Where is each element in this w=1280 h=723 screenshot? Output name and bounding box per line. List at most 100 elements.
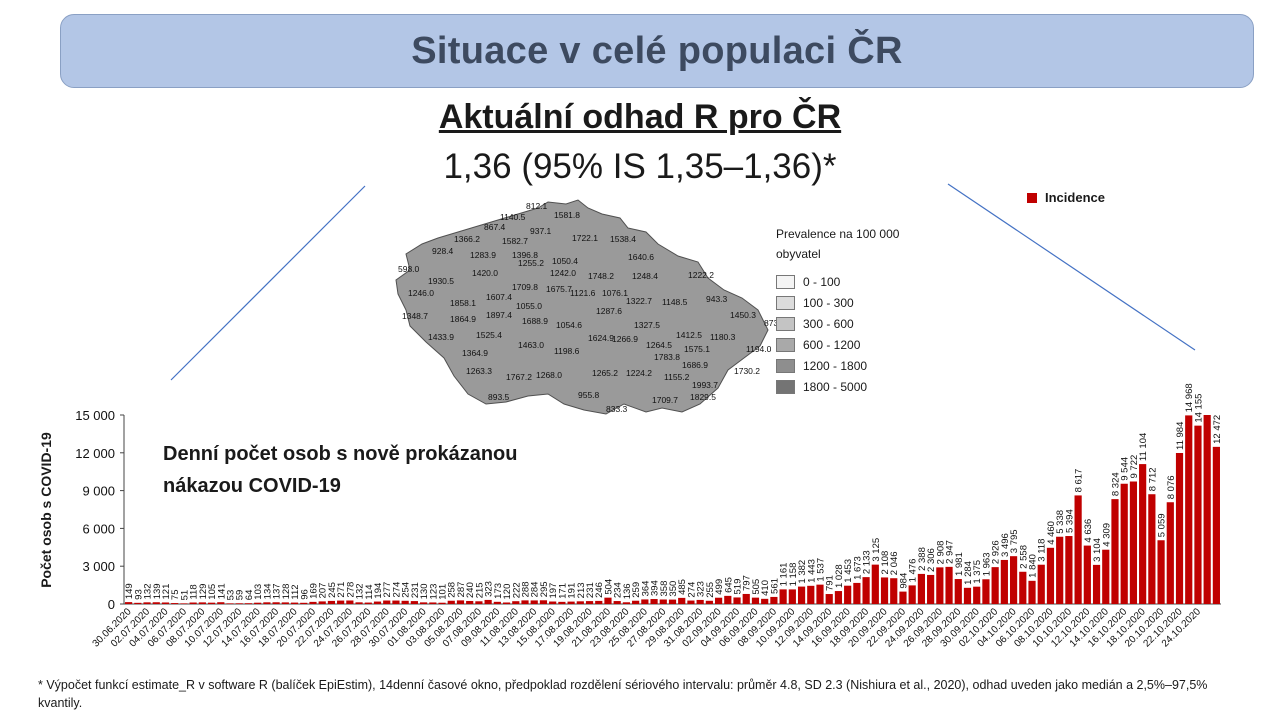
- bar-value-label: 12 472: [1212, 415, 1223, 444]
- bar: [272, 602, 280, 604]
- bar: [161, 602, 170, 604]
- map-legend-item: 600 - 1200: [776, 334, 936, 355]
- bar-value-label: 11 984: [1175, 422, 1186, 450]
- bar-value-label: 485: [677, 579, 688, 595]
- bar-value-label: 519: [733, 579, 744, 595]
- bar-value-label: 207: [318, 583, 329, 599]
- bar: [834, 591, 843, 604]
- district-value-label: 1364.9: [462, 348, 488, 358]
- bar: [1111, 499, 1119, 604]
- bar: [318, 601, 326, 604]
- bar: [899, 591, 907, 604]
- district-value-label: 1155.2: [664, 372, 690, 382]
- bar-value-label: 8 617: [1074, 469, 1085, 493]
- bar: [890, 578, 898, 604]
- bar-value-label: 64: [244, 590, 255, 601]
- district-value-label: 1538.4: [610, 234, 636, 244]
- bar: [475, 601, 483, 604]
- district-value-label: 1265.2: [592, 368, 618, 378]
- bar-value-label: 3 496: [1000, 533, 1011, 557]
- bar-value-label: 197: [548, 583, 559, 599]
- bar-value-label: 9 544: [1120, 457, 1131, 481]
- bar-value-label: 8 712: [1147, 467, 1158, 491]
- district-value-label: 1897.4: [486, 310, 512, 320]
- bar: [641, 599, 649, 604]
- bar-value-label: 295: [539, 581, 550, 597]
- bar-value-label: 410: [760, 580, 771, 596]
- bar: [982, 579, 990, 604]
- bar-value-label: 137: [272, 583, 283, 599]
- bar-value-label: 5 394: [1064, 509, 1075, 533]
- bar: [1065, 536, 1073, 604]
- bar-value-label: 14 155: [1193, 394, 1204, 423]
- bar-value-label: 2 558: [1018, 545, 1029, 569]
- bar: [825, 594, 833, 604]
- bar: [1019, 571, 1027, 604]
- bar-value-label: 645: [723, 577, 734, 593]
- bar-value-label: 171: [557, 583, 568, 599]
- bar: [1166, 502, 1174, 604]
- bar-value-label: 323: [484, 581, 495, 597]
- bar: [521, 600, 529, 604]
- map-legend-label: 1200 - 1800: [803, 358, 868, 373]
- district-value-label: 1783.8: [654, 352, 680, 362]
- bar-value-label: 504: [603, 579, 614, 595]
- bar: [613, 601, 621, 604]
- district-value-label: 1858.1: [450, 298, 476, 308]
- bar-value-label: 112: [290, 584, 301, 599]
- bar-value-label: 255: [705, 582, 716, 598]
- bar: [355, 602, 363, 604]
- bar-value-label: 259: [631, 582, 642, 598]
- district-value-label: 1686.9: [682, 360, 708, 370]
- bar: [235, 603, 243, 604]
- bar-value-label: 254: [401, 582, 412, 598]
- bar: [558, 601, 566, 604]
- district-value-label: 1640.6: [628, 252, 654, 262]
- bar-value-label: 134: [262, 583, 273, 599]
- bar-value-label: 132: [355, 583, 366, 599]
- bar: [180, 603, 188, 604]
- bar-value-label: 350: [668, 581, 679, 597]
- y-tick-label: 12 000: [75, 446, 115, 461]
- bar: [991, 567, 999, 604]
- bar-value-label: 1 158: [788, 563, 799, 587]
- bar: [816, 584, 824, 604]
- bar: [373, 601, 382, 604]
- bar-value-label: 118: [189, 584, 200, 599]
- district-value-label: 833.3: [606, 404, 628, 414]
- district-value-label: 1268.0: [536, 370, 562, 380]
- district-value-label: 1748.2: [588, 271, 614, 281]
- bar: [705, 600, 713, 604]
- district-value-label: 1266.9: [612, 334, 638, 344]
- title-banner: Situace v celé populaci ČR: [60, 14, 1254, 88]
- bar-value-label: 246: [594, 582, 605, 598]
- bar: [125, 602, 133, 604]
- district-value-label: 1624.9: [588, 333, 614, 343]
- bar: [466, 600, 474, 604]
- bar: [429, 602, 437, 604]
- bar-value-label: 11 104: [1138, 433, 1149, 461]
- district-value-label: 1054.6: [556, 320, 582, 330]
- bar: [309, 601, 317, 604]
- bar-value-label: 130: [419, 584, 430, 600]
- bar: [493, 601, 501, 604]
- bar-value-label: 364: [640, 581, 651, 597]
- bar: [226, 603, 234, 604]
- bar: [217, 602, 225, 604]
- bar: [936, 567, 944, 604]
- bar: [622, 602, 631, 604]
- district-value-label: 1864.9: [450, 314, 476, 324]
- district-value-label: 1248.4: [632, 271, 658, 281]
- map-shape: [395, 199, 769, 415]
- r-estimate-value: 1,36 (95% IS 1,35–1,36)*: [443, 147, 837, 186]
- bar: [410, 601, 418, 604]
- bar: [797, 586, 806, 604]
- bar: [788, 589, 796, 604]
- bar: [595, 600, 603, 604]
- slide-title: Situace v celé populaci ČR: [411, 29, 903, 72]
- bar: [963, 587, 972, 604]
- district-value-label: 1525.4: [476, 330, 502, 340]
- bar: [1028, 580, 1036, 604]
- bar: [1000, 559, 1008, 604]
- bar: [1009, 556, 1018, 604]
